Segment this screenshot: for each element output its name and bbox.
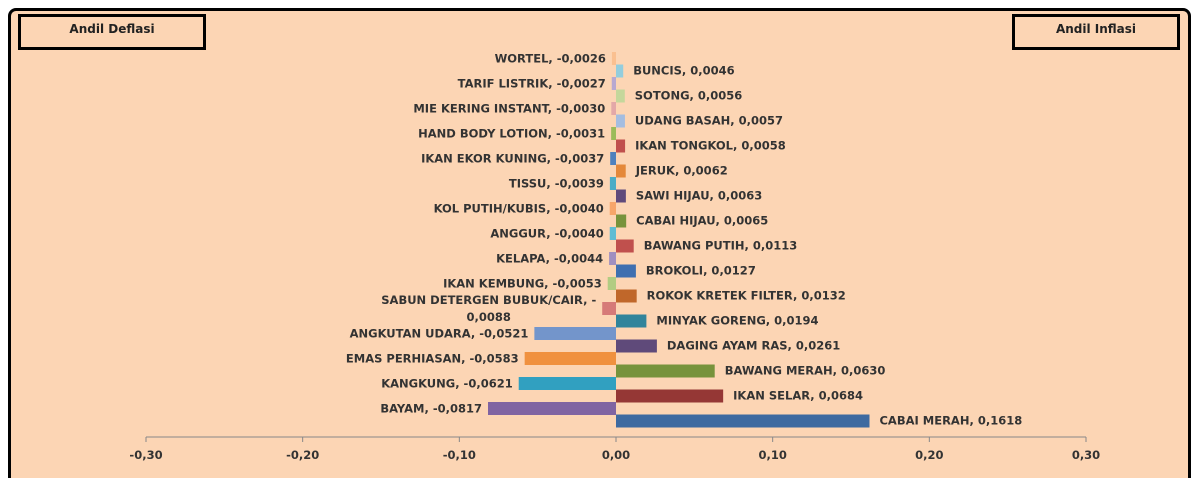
bar: [616, 389, 724, 403]
bar: [616, 314, 647, 328]
data-label: KELAPA, -0,0044: [496, 251, 604, 265]
bar: [610, 152, 616, 165]
x-tick-label: 0,10: [758, 448, 786, 462]
bar: [611, 77, 616, 90]
data-label: JERUK, 0,0062: [635, 163, 728, 178]
data-label: TISSU, -0,0039: [508, 176, 604, 190]
bar: [616, 264, 636, 278]
data-label: BAWANG MERAH, 0,0630: [724, 363, 886, 378]
bar: [616, 139, 626, 153]
bar: [616, 164, 626, 178]
bar: [611, 127, 616, 140]
data-label: ANGKUTAN UDARA, -0,0521: [349, 326, 529, 340]
data-label: WORTEL, -0,0026: [494, 51, 606, 65]
bar: [607, 277, 616, 290]
data-label: EMAS PERHIASAN, -0,0583: [345, 351, 519, 365]
bar: [616, 364, 715, 378]
bar: [616, 239, 634, 253]
bar: [616, 214, 627, 228]
bar: [534, 327, 616, 340]
bar: [609, 202, 616, 215]
x-tick-label: 0,20: [915, 448, 943, 462]
annotation: Andil Inflasi: [1012, 14, 1180, 50]
bar: [616, 189, 626, 203]
data-label: KOL PUTIH/KUBIS, -0,0040: [433, 201, 604, 215]
bar: [611, 102, 616, 115]
data-label: SABUN DETERGEN BUBUK/CAIR, - 0,0088: [381, 292, 597, 324]
data-label: CABAI MERAH, 0,1618: [879, 413, 1023, 428]
data-label: SOTONG, 0,0056: [634, 88, 743, 103]
x-tick-label: -0,10: [443, 448, 476, 462]
bar: [611, 52, 616, 65]
data-label: CABAI HIJAU, 0,0065: [636, 213, 769, 228]
bar: [518, 377, 616, 390]
data-label: ANGGUR, -0,0040: [490, 226, 604, 240]
data-label: DAGING AYAM RAS, 0,0261: [666, 338, 841, 353]
bar: [616, 64, 624, 78]
data-label: BROKOLI, 0,0127: [645, 263, 756, 278]
data-label: ROKOK KRETEK FILTER, 0,0132: [646, 288, 846, 303]
data-label: BUNCIS, 0,0046: [633, 63, 735, 78]
bar: [616, 114, 625, 128]
bar: [609, 227, 616, 240]
data-label: HAND BODY LOTION, -0,0031: [418, 126, 606, 140]
data-label: IKAN KEMBUNG, -0,0053: [443, 276, 602, 290]
data-label: MINYAK GORENG, 0,0194: [656, 313, 819, 328]
bar: [524, 352, 616, 365]
data-label: TARIF LISTRIK, -0,0027: [457, 76, 606, 90]
bar: [616, 414, 870, 428]
data-label: UDANG BASAH, 0,0057: [634, 113, 783, 128]
annotation: Andil Deflasi: [18, 14, 206, 50]
data-label: SAWI HIJAU, 0,0063: [635, 188, 763, 203]
bar: [488, 402, 616, 415]
bar: [609, 252, 616, 265]
data-label: IKAN TONGKOL, 0,0058: [635, 138, 786, 153]
data-label: BAYAM, -0,0817: [380, 401, 483, 415]
data-label: IKAN EKOR KUNING, -0,0037: [421, 151, 605, 165]
bar: [602, 302, 616, 315]
x-tick-label: -0,30: [129, 448, 162, 462]
chart-frame: [8, 8, 1191, 478]
bar: [616, 89, 625, 103]
bar: [616, 339, 657, 353]
x-tick-label: 0,00: [602, 448, 630, 462]
x-tick-label: -0,20: [286, 448, 319, 462]
data-label: IKAN SELAR, 0,0684: [733, 388, 864, 403]
data-label: MIE KERING INSTANT, -0,0030: [413, 101, 606, 115]
bar: [616, 289, 637, 303]
data-label: KANGKUNG, -0,0621: [381, 376, 513, 390]
data-label: BAWANG PUTIH, 0,0113: [643, 238, 798, 253]
x-tick-label: 0,30: [1072, 448, 1100, 462]
bar: [609, 177, 616, 190]
